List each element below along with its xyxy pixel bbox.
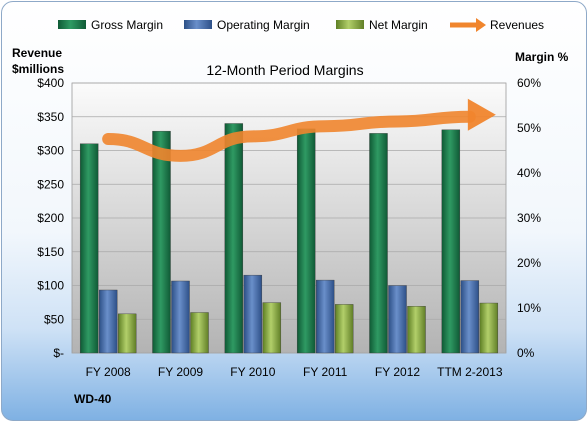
legend-label-operating-margin: Operating Margin (217, 18, 310, 32)
bar-net-margin (479, 302, 499, 354)
left-tick-label: $300 (37, 144, 64, 158)
right-tick-label: 0% (517, 346, 535, 360)
category-label: FY 2012 (375, 365, 420, 379)
bar-gross-margin (224, 123, 244, 354)
legend: Gross Margin Operating Margin Net Margin… (58, 18, 544, 32)
bar-gross-margin (441, 129, 461, 354)
right-tick-label: 30% (517, 211, 541, 225)
left-tick-label: $250 (37, 177, 64, 191)
bar-gross-margin (369, 133, 388, 354)
bar-net-margin (117, 313, 137, 354)
bar-operating-margin (388, 285, 407, 354)
category-label: FY 2011 (303, 365, 348, 379)
left-axis-title-line1: Revenue (12, 46, 62, 60)
bar-gross-margin (152, 130, 171, 354)
category-label: FY 2009 (158, 365, 203, 379)
bar-gross-margin (79, 143, 99, 354)
category-label: FY 2010 (230, 365, 275, 379)
left-tick-label: $150 (37, 245, 64, 259)
bar-operating-margin (315, 279, 335, 354)
left-tick-label: $400 (37, 76, 64, 90)
category-labels: FY 2008 FY 2009 FY 2010 FY 2011 FY 2012 TTM 2… (86, 365, 503, 379)
legend-swatch-net-margin (336, 20, 364, 29)
revenues-arrowhead (467, 98, 496, 131)
right-axis-tick-labels: 0% 10% 20% 30% 40% 50% 60% (517, 76, 541, 360)
right-tick-label: 50% (517, 121, 541, 135)
legend-swatch-gross-margin (58, 20, 86, 29)
left-axis-title-line2: $millions (12, 62, 64, 76)
left-tick-label: $50 (44, 312, 64, 326)
left-tick-label: $100 (37, 279, 64, 293)
right-tick-label: 10% (517, 301, 541, 315)
bar-operating-margin (460, 280, 480, 354)
category-label: FY 2008 (86, 365, 131, 379)
bar-net-margin (262, 302, 282, 354)
right-tick-label: 20% (517, 256, 541, 270)
bar-operating-margin (171, 280, 190, 354)
left-axis-tick-labels: $- $50 $100 $150 $200 $250 $300 $350 $400 (37, 76, 64, 360)
bar-gross-margin (296, 128, 316, 354)
legend-label-revenues: Revenues (490, 18, 544, 32)
right-tick-label: 40% (517, 166, 541, 180)
revenues-line (102, 110, 476, 162)
left-tick-label: $350 (37, 110, 64, 124)
bar-operating-margin (98, 289, 118, 354)
bar-net-margin (190, 312, 209, 354)
legend-swatch-operating-margin (184, 20, 212, 29)
legend-label-net-margin: Net Margin (369, 18, 428, 32)
company-label: WD-40 (74, 392, 112, 406)
revenues-series (102, 98, 496, 162)
right-tick-label: 60% (517, 76, 541, 90)
bars (79, 123, 499, 354)
chart-title: 12-Month Period Margins (206, 62, 363, 78)
category-label: TTM 2-2013 (437, 365, 503, 379)
right-axis-title: Margin % (515, 50, 569, 64)
legend-swatch-revenues (450, 18, 486, 32)
bar-net-margin (407, 306, 426, 354)
legend-label-gross-margin: Gross Margin (91, 18, 163, 32)
left-tick-label: $200 (37, 211, 64, 225)
bar-operating-margin (243, 274, 263, 354)
bar-net-margin (334, 304, 354, 354)
left-tick-label: $- (53, 346, 64, 360)
